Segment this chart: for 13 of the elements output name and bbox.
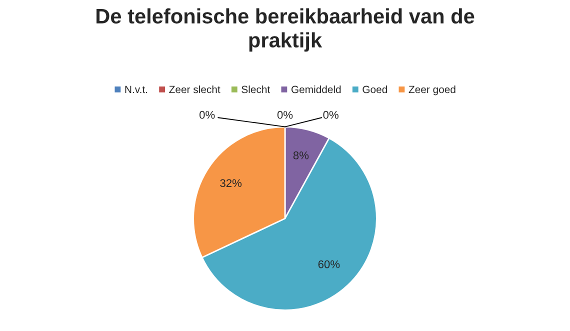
legend-label: Zeer slecht xyxy=(169,86,220,94)
chart-title: De telefonische bereikbaarheid van de praktijk xyxy=(96,8,474,52)
legend-label: Gemiddeld xyxy=(291,86,341,94)
legend-label: Slecht xyxy=(242,86,270,94)
text: 0% xyxy=(323,110,338,119)
text: 0% xyxy=(199,110,215,119)
data-label: 8% xyxy=(293,151,309,160)
data-label: 32% xyxy=(220,179,242,188)
legend-label: Zeer goed xyxy=(408,86,456,96)
legend-label: N.v.t. xyxy=(125,86,148,94)
legend-label: Goed xyxy=(362,86,387,94)
text: 0% xyxy=(277,110,293,119)
data-label: 60% xyxy=(318,260,340,268)
